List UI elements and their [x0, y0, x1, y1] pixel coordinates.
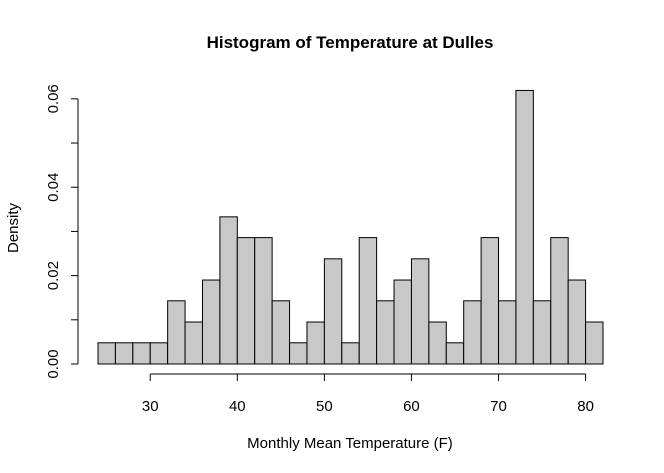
histogram-bar [219, 216, 238, 365]
y-axis: 0.00 0.02 0.04 0.06 [45, 84, 79, 379]
x-tick-label: 40 [229, 398, 246, 415]
histogram-bar [585, 321, 604, 365]
y-tick-label: 0.04 [45, 173, 62, 202]
histogram-bar [149, 342, 169, 365]
histogram-bar [323, 258, 343, 365]
histogram-bar [184, 321, 203, 365]
x-tick-label: 70 [490, 398, 507, 415]
histogram-bar [532, 300, 552, 365]
histogram-bar [567, 279, 587, 365]
histogram-bar [341, 342, 360, 365]
histogram-bar [498, 300, 517, 365]
y-tick-label: 0.00 [45, 349, 62, 378]
y-axis-label: Density [5, 202, 22, 253]
histogram-bar [132, 342, 151, 365]
histogram-bar [201, 279, 221, 365]
histogram-bar [97, 342, 116, 365]
histogram-bar [167, 300, 186, 365]
histogram-bar [289, 342, 308, 365]
x-axis-label: Monthly Mean Temperature (F) [247, 435, 453, 452]
histogram-bar [376, 300, 395, 365]
histogram-bar [428, 321, 447, 365]
y-tick-label: 0.06 [45, 84, 62, 113]
histogram-bar [393, 279, 412, 365]
histogram-bar [306, 321, 325, 365]
x-tick-label: 50 [316, 398, 333, 415]
histogram-bar [114, 342, 134, 365]
histogram-bar [463, 300, 482, 365]
chart-title: Histogram of Temperature at Dulles [207, 33, 494, 52]
histogram-bar [480, 237, 500, 365]
histogram-bar [515, 89, 534, 365]
histogram-bar [254, 237, 273, 365]
x-tick-label: 30 [142, 398, 159, 415]
x-tick-label: 80 [577, 398, 594, 415]
x-axis: 30 40 50 60 70 80 [142, 373, 594, 415]
x-tick-label: 60 [403, 398, 420, 415]
histogram-bar [445, 342, 465, 365]
histogram-bar [358, 237, 378, 365]
bars-group [97, 89, 604, 365]
histogram-bar [271, 300, 291, 365]
histogram-bar [550, 237, 569, 365]
histogram-bar [236, 237, 256, 365]
y-tick-label: 0.02 [45, 261, 62, 290]
histogram-bar [410, 258, 430, 365]
